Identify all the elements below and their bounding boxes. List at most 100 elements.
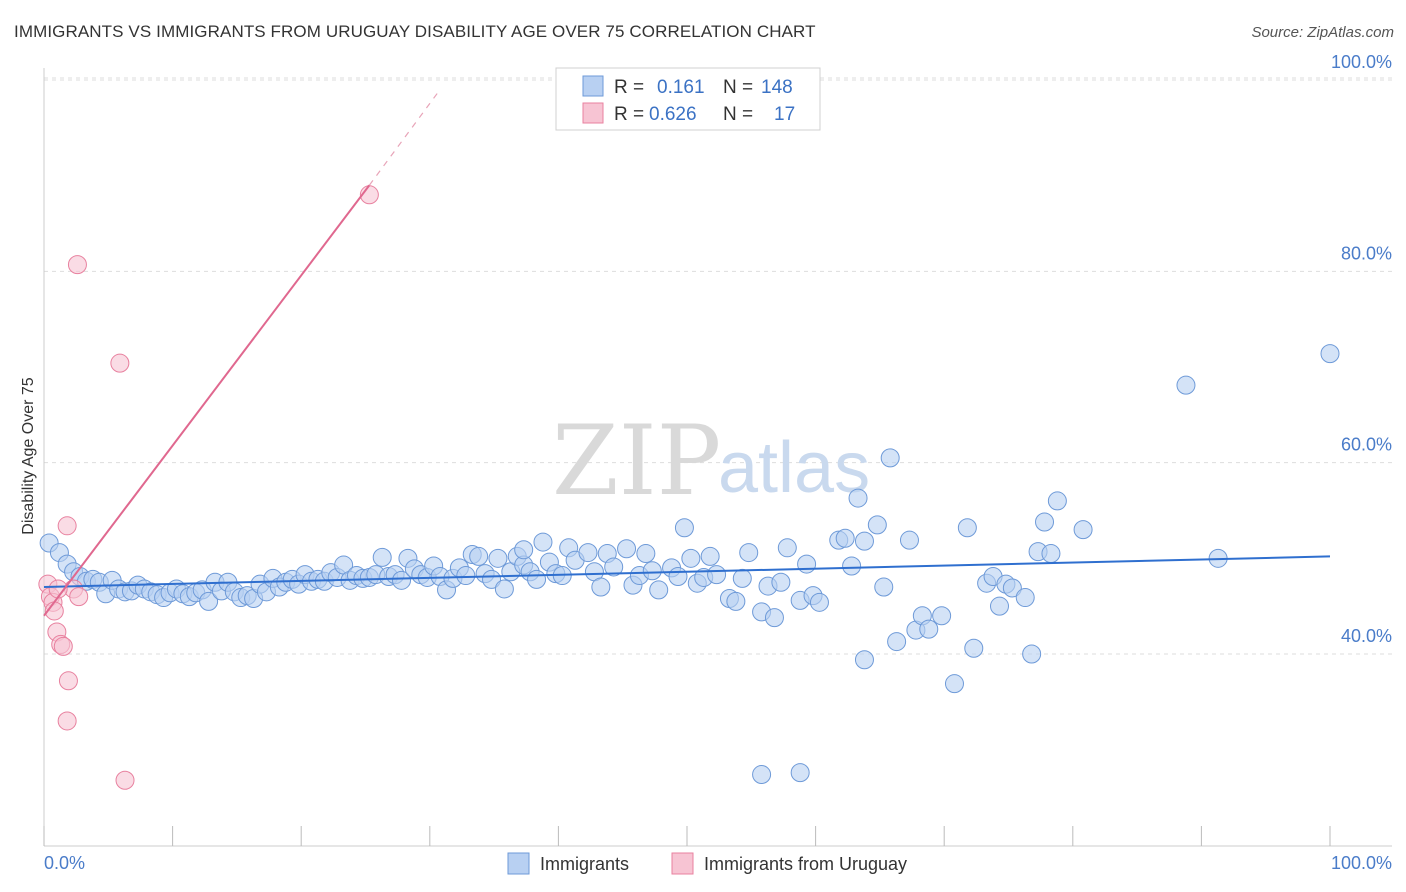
immigrants-point-54 [392, 570, 412, 590]
uruguay-point-14 [115, 770, 135, 790]
immigrants-point-102 [726, 591, 746, 611]
immigrants-point-133 [989, 596, 1009, 616]
legend-n-label-2: N = [723, 104, 753, 125]
immigrants-points [39, 344, 1340, 785]
immigrants-point-143 [854, 650, 874, 670]
immigrants-point-90 [636, 544, 656, 564]
immigrants-point-118 [854, 531, 874, 551]
axes [43, 68, 1392, 847]
source-label: Source: ZipAtlas.com [1251, 24, 1394, 41]
immigrants-point-130 [964, 638, 984, 658]
immigrants-point-68 [482, 569, 502, 589]
series-legend: Immigrants Immigrants from Uruguay [507, 852, 907, 875]
x-tick-label-max: 100.0% [1331, 853, 1392, 873]
immigrants-point-123 [899, 530, 919, 550]
series-legend-label-uruguay: Immigrants from Uruguay [704, 854, 907, 874]
y-tick-label-80: 80.0% [1341, 243, 1392, 263]
immigrants-point-126 [919, 619, 939, 639]
immigrants-trend-line [43, 555, 1331, 589]
uruguay-point-7 [57, 516, 77, 536]
watermark-zip: ZIP [552, 405, 721, 517]
immigrants-point-148 [1320, 344, 1340, 364]
uruguay-point-13 [110, 353, 130, 373]
series-legend-label-immigrants: Immigrants [540, 854, 629, 874]
legend-r-value-2: 0.626 [649, 104, 697, 125]
immigrants-point-96 [681, 548, 701, 568]
immigrants-point-137 [1022, 644, 1042, 664]
immigrants-point-127 [932, 606, 952, 626]
immigrants-point-120 [874, 577, 894, 597]
legend-r-label-1: R = [614, 77, 644, 98]
uruguay-point-11 [69, 587, 89, 607]
immigrants-point-146 [1176, 375, 1196, 395]
immigrants-point-135 [1002, 578, 1022, 598]
immigrants-point-100 [707, 565, 727, 585]
immigrants-point-84 [591, 577, 611, 597]
watermark: ZIP atlas [552, 405, 870, 517]
trend-lines [43, 89, 1331, 617]
y-tick-label-60: 60.0% [1341, 435, 1392, 455]
immigrants-point-113 [809, 592, 829, 612]
immigrants-point-116 [842, 556, 862, 576]
immigrants-point-103 [732, 568, 752, 588]
immigrants-point-115 [835, 528, 855, 548]
series-legend-swatch-uruguay [671, 852, 694, 875]
uruguay-points [38, 185, 379, 790]
immigrants-point-140 [1041, 544, 1061, 564]
immigrants-point-64 [456, 566, 476, 586]
immigrants-point-129 [957, 518, 977, 538]
immigrants-point-91 [642, 561, 662, 581]
immigrants-point-149 [514, 540, 534, 560]
immigrants-point-144 [752, 765, 772, 785]
immigrants-point-69 [488, 548, 508, 568]
legend-n-value-2: 17 [774, 104, 795, 125]
uruguay-point-12 [67, 255, 87, 275]
immigrants-point-75 [527, 569, 547, 589]
chart-title: IMMIGRANTS VS IMMIGRANTS FROM URUGUAY DI… [14, 22, 816, 41]
uruguay-point-9 [57, 711, 77, 731]
immigrants-point-107 [764, 608, 784, 628]
legend-swatch-blue [582, 75, 604, 97]
immigrants-point-136 [1015, 588, 1035, 608]
immigrants-point-111 [797, 554, 817, 574]
immigrants-point-104 [739, 543, 759, 563]
uruguay-point-8 [58, 671, 78, 691]
watermark-atlas: atlas [718, 428, 870, 508]
x-tick-label-min: 0.0% [44, 853, 85, 873]
uruguay-point-6 [53, 636, 73, 656]
immigrants-point-128 [944, 674, 964, 694]
immigrants-point-95 [674, 518, 694, 538]
immigrants-point-86 [604, 557, 624, 577]
legend-n-label-1: N = [723, 77, 753, 98]
immigrants-point-145 [790, 763, 810, 783]
uruguay-trend-line [43, 184, 371, 617]
y-tick-label-40: 40.0% [1341, 626, 1392, 646]
immigrants-point-139 [1035, 512, 1055, 532]
immigrants-point-76 [533, 532, 553, 552]
immigrants-point-141 [1047, 491, 1067, 511]
immigrants-point-70 [494, 579, 514, 599]
immigrants-point-82 [578, 543, 598, 563]
y-tick-label-100: 100.0% [1331, 52, 1392, 72]
y-tick-labels: 40.0% 60.0% 80.0% 100.0% [1331, 52, 1392, 646]
immigrants-point-117 [848, 488, 868, 508]
uruguay-trend-extension [368, 89, 441, 186]
immigrants-point-109 [777, 538, 797, 558]
immigrants-point-119 [867, 515, 887, 535]
x-ticks [43, 826, 1331, 846]
series-legend-swatch-immigrants [507, 852, 530, 875]
immigrants-point-24 [199, 591, 219, 611]
immigrants-point-99 [700, 546, 720, 566]
legend-r-value-1: 0.161 [657, 77, 705, 98]
legend-n-value-1: 148 [761, 77, 793, 98]
immigrants-point-122 [887, 632, 907, 652]
y-axis-label: Disability Age Over 75 [20, 377, 37, 535]
immigrants-point-87 [617, 539, 637, 559]
immigrants-point-66 [469, 546, 489, 566]
correlation-legend: R = 0.161 N = 148 R = 0.626 N = 17 [555, 67, 821, 131]
immigrants-point-94 [668, 567, 688, 587]
immigrants-point-108 [771, 572, 791, 592]
legend-swatch-pink [582, 102, 604, 124]
immigrants-point-92 [649, 580, 669, 600]
